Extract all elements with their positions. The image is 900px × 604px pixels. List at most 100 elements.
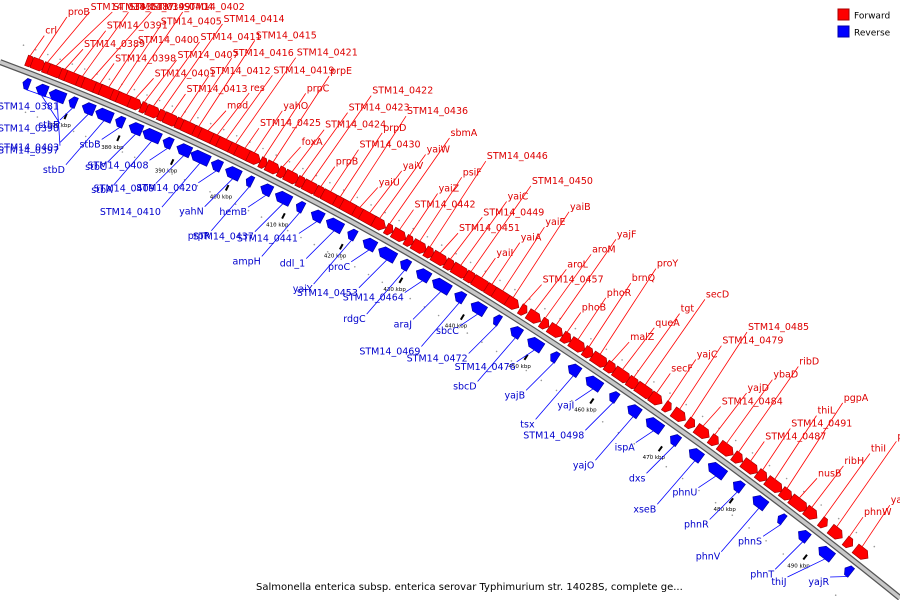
gene-label-thil[interactable]: thiL	[818, 406, 836, 417]
gene-label-hemb[interactable]: hemB	[219, 207, 247, 218]
gene-label-phnv[interactable]: phnV	[696, 552, 721, 563]
gene-yajo[interactable]	[627, 404, 643, 420]
gene-label-stm14-0409[interactable]: STM14_0409	[94, 184, 155, 195]
gene-arol[interactable]	[524, 308, 542, 324]
gene-label-yahn[interactable]: yahN	[179, 207, 204, 218]
gene-label-yaib[interactable]: yaiB	[570, 202, 591, 213]
gene-stm14-0498[interactable]	[609, 391, 621, 404]
gene-stm14-0487[interactable]	[739, 457, 758, 475]
gene-label-yaia[interactable]: yaiA	[521, 233, 542, 244]
gene-label-secf[interactable]: secF	[671, 363, 692, 374]
gene-secf[interactable]	[647, 390, 663, 406]
gene-stbd[interactable]	[95, 107, 115, 124]
gene-label-stm14-0412[interactable]: STM14_0412	[210, 66, 271, 77]
gene-stbe[interactable]	[68, 96, 79, 109]
gene-ribh[interactable]	[802, 504, 818, 520]
gene-xseb[interactable]	[688, 448, 706, 464]
gene-label-yaie[interactable]: yaiE	[545, 217, 565, 228]
gene-label-stm14-0399[interactable]: STM14_0399	[130, 2, 191, 13]
gene-stm14-0408[interactable]	[162, 136, 175, 150]
gene-label-yaho[interactable]: yahO	[283, 101, 308, 112]
gene-label-stm14-0441[interactable]: STM14_0441	[237, 233, 298, 244]
gene-label-thij[interactable]: thiJ	[771, 577, 786, 588]
gene-label-phnt[interactable]: phnT	[750, 569, 774, 580]
gene-label-stm14-0404[interactable]: STM14_0404	[152, 2, 213, 13]
gene-label-prpc[interactable]: prpC	[307, 83, 330, 94]
gene-label-stm14-0453[interactable]: STM14_0453	[297, 288, 358, 299]
gene-stbc[interactable]	[128, 122, 145, 137]
gene-yaiy[interactable]	[347, 228, 359, 242]
gene-label-stm14-0487[interactable]: STM14_0487	[765, 432, 826, 443]
gene-stm14-0484[interactable]	[692, 422, 710, 440]
gene-stm14-0479[interactable]	[669, 406, 686, 423]
gene-label-stm14-0400[interactable]: STM14_0400	[138, 35, 199, 46]
gene-label-sbcc[interactable]: sbcC	[436, 326, 459, 337]
gene-phnr[interactable]	[732, 480, 746, 494]
gene-label-dxs[interactable]: dxs	[629, 473, 646, 484]
gene-label-nusb[interactable]: nusB	[818, 468, 842, 479]
gene-label-arom[interactable]: aroM	[592, 244, 616, 255]
gene-yajr[interactable]	[844, 565, 856, 578]
gene-label-stm14-0401[interactable]: STM14_0401	[155, 68, 216, 79]
gene-arom[interactable]	[537, 316, 550, 330]
gene-phor[interactable]	[567, 336, 586, 353]
gene-label-yaiz[interactable]: yaiZ	[439, 184, 460, 195]
gene-tsx[interactable]	[567, 363, 583, 379]
gene-label-stm14-0414[interactable]: STM14_0414	[224, 14, 285, 25]
gene-yajd[interactable]	[706, 433, 719, 447]
gene-label-stm14-0389[interactable]: STM14_0389	[84, 39, 145, 50]
gene-label-res[interactable]: res	[250, 83, 265, 94]
gene-label-stm14-0411[interactable]: STM14_0411	[201, 32, 262, 43]
gene-label-stm14-0430[interactable]: STM14_0430	[360, 140, 421, 151]
gene-phnt[interactable]	[798, 529, 812, 544]
gene-label-stm14-0419[interactable]: STM14_0419	[273, 65, 334, 76]
gene-label-sbma[interactable]: sbmA	[451, 128, 478, 139]
gene-stm14-0451[interactable]	[429, 249, 448, 267]
gene-sbcc[interactable]	[470, 301, 489, 318]
gene-stm14-0491[interactable]	[753, 468, 768, 482]
gene-label-araj[interactable]: araJ	[394, 319, 412, 330]
gene-label-stm14-0437[interactable]: STM14_0437	[193, 232, 254, 243]
gene-label-tsx[interactable]: tsx	[520, 419, 535, 430]
gene-yaiz[interactable]	[402, 233, 414, 247]
gene-label-ispa[interactable]: ispA	[615, 443, 636, 454]
gene-label-stm14-0472[interactable]: STM14_0472	[407, 354, 468, 365]
gene-label-prpe[interactable]: prpE	[330, 66, 352, 77]
gene-stbb[interactable]	[115, 115, 127, 129]
gene-label-mod[interactable]: mod	[227, 101, 248, 112]
gene-label-yaiu[interactable]: yaiU	[379, 178, 400, 189]
gene-label-stm14-0397[interactable]: STM14_0397	[0, 146, 59, 157]
gene-label-yaiv[interactable]: yaiV	[403, 161, 424, 172]
gene-label-yaiw[interactable]: yaiW	[427, 145, 451, 156]
gene-label-stm14-0398[interactable]: STM14_0398	[115, 53, 176, 64]
gene-sbcd[interactable]	[510, 326, 525, 340]
gene-label-yaiy[interactable]: yaiY	[293, 284, 313, 295]
gene-stm14-0390[interactable]	[35, 83, 50, 98]
gene-thii[interactable]	[816, 516, 828, 529]
gene-label-yajq[interactable]: yajQ	[891, 495, 900, 506]
gene-label-stm14-0457[interactable]: STM14_0457	[543, 275, 604, 286]
gene-stm14-0446[interactable]	[422, 245, 435, 259]
gene-label-stm14-0381[interactable]: STM14_0381	[0, 102, 59, 113]
gene-label-stm14-0415[interactable]: STM14_0415	[256, 30, 317, 41]
gene-label-stm14-0450[interactable]: STM14_0450	[532, 176, 593, 187]
gene-label-stm14-0423[interactable]: STM14_0423	[349, 103, 410, 114]
gene-label-ribd[interactable]: ribD	[799, 357, 819, 368]
gene-yaho[interactable]	[245, 150, 261, 165]
gene-malz[interactable]	[602, 359, 617, 374]
gene-hemb[interactable]	[260, 183, 275, 198]
gene-label-yajf[interactable]: yajF	[617, 229, 637, 240]
gene-label-stba[interactable]: stbA	[91, 185, 113, 196]
gene-label-prpd[interactable]: prpD	[383, 123, 406, 134]
gene-stm14-0410[interactable]	[190, 149, 212, 167]
gene-brnq[interactable]	[580, 345, 594, 359]
gene-dxs[interactable]	[670, 434, 683, 448]
gene-label-stm14-0422[interactable]: STM14_0422	[372, 86, 433, 97]
gene-phns[interactable]	[777, 513, 788, 526]
gene-stm14-0464[interactable]	[415, 268, 433, 284]
gene-label-sbcd[interactable]: sbcD	[453, 382, 477, 393]
gene-label-crl[interactable]: crl	[45, 26, 57, 37]
gene-label-stm14-0425[interactable]: STM14_0425	[260, 118, 321, 129]
gene-label-ddl-1[interactable]: ddl_1	[280, 259, 306, 270]
gene-proc[interactable]	[362, 237, 379, 253]
